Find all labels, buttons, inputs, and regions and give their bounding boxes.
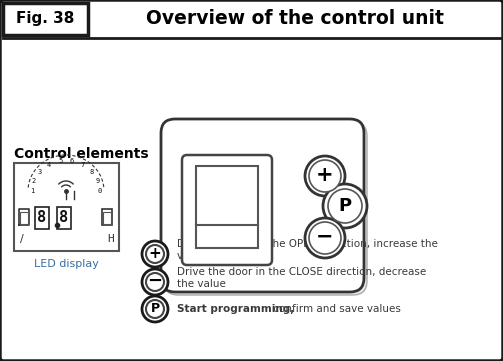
Text: Fig. 38: Fig. 38 <box>16 12 74 26</box>
FancyBboxPatch shape <box>14 163 119 251</box>
FancyBboxPatch shape <box>102 209 112 225</box>
Text: confirm and save values: confirm and save values <box>270 304 401 314</box>
FancyBboxPatch shape <box>103 212 111 224</box>
Circle shape <box>328 189 362 223</box>
Circle shape <box>146 245 164 263</box>
Text: Overview of the control unit: Overview of the control unit <box>146 9 444 29</box>
Text: /: / <box>20 234 24 244</box>
FancyBboxPatch shape <box>57 207 71 229</box>
Circle shape <box>142 269 168 295</box>
Text: 9: 9 <box>96 178 100 184</box>
Text: 8: 8 <box>90 169 94 175</box>
Text: 2: 2 <box>32 178 36 184</box>
Circle shape <box>142 296 168 322</box>
FancyBboxPatch shape <box>35 207 49 229</box>
Circle shape <box>309 222 341 254</box>
FancyBboxPatch shape <box>196 166 258 248</box>
Text: 6: 6 <box>70 158 74 165</box>
Circle shape <box>305 156 345 196</box>
Text: P: P <box>339 197 352 215</box>
Text: 1: 1 <box>30 188 34 194</box>
Text: P: P <box>150 303 159 316</box>
Text: Control elements: Control elements <box>14 147 148 161</box>
Text: 8: 8 <box>37 210 47 226</box>
FancyBboxPatch shape <box>3 3 88 35</box>
Text: Drive the door in the OPEN direction, increase the: Drive the door in the OPEN direction, in… <box>177 239 438 249</box>
Text: 8: 8 <box>59 210 68 226</box>
Text: +: + <box>148 245 161 261</box>
Text: the value: the value <box>177 279 226 289</box>
Circle shape <box>146 300 164 318</box>
Text: LED display: LED display <box>34 259 99 269</box>
Text: −: − <box>147 272 162 290</box>
FancyBboxPatch shape <box>182 155 272 265</box>
Text: 0: 0 <box>98 188 102 194</box>
FancyBboxPatch shape <box>161 119 364 292</box>
Text: H: H <box>108 234 114 244</box>
Circle shape <box>309 160 341 192</box>
Text: 3: 3 <box>38 169 42 175</box>
Circle shape <box>146 273 164 291</box>
Circle shape <box>323 184 367 228</box>
Text: value: value <box>177 251 206 261</box>
Text: 7: 7 <box>81 162 85 168</box>
FancyBboxPatch shape <box>20 212 28 224</box>
Text: Drive the door in the CLOSE direction, decrease: Drive the door in the CLOSE direction, d… <box>177 267 426 277</box>
Circle shape <box>142 241 168 267</box>
Text: −: − <box>316 227 334 247</box>
Text: 4: 4 <box>47 162 51 168</box>
FancyBboxPatch shape <box>164 122 367 295</box>
Text: 5: 5 <box>58 158 62 165</box>
Text: Start programming,: Start programming, <box>177 304 294 314</box>
Circle shape <box>305 218 345 258</box>
Text: +: + <box>316 165 334 185</box>
